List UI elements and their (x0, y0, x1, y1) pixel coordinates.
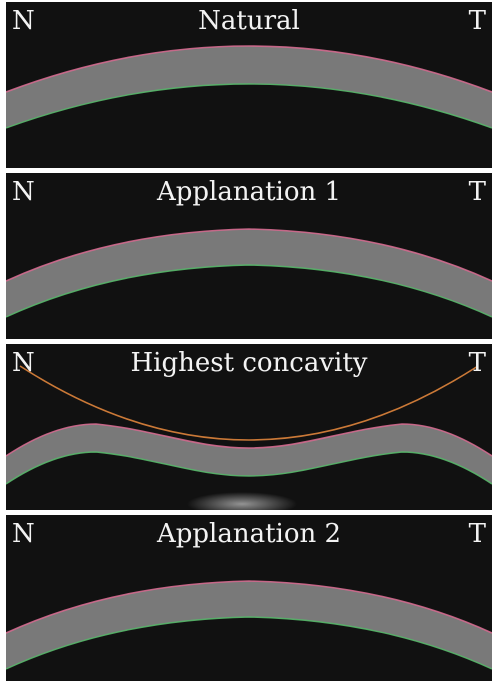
temporal-label: T (468, 177, 486, 207)
cornea-image-applanation-1 (6, 228, 492, 318)
panel-title: Natural (198, 6, 300, 36)
nasal-label: N (12, 519, 35, 549)
figure: N Natural T N Applanation 1 T (6, 2, 492, 683)
nasal-label: N (12, 348, 35, 378)
cornea-image-highest-concavity (6, 365, 492, 510)
panel-applanation-2: N Applanation 2 T (6, 515, 492, 681)
nasal-label: N (12, 177, 35, 207)
panel-natural: N Natural T (6, 2, 492, 168)
panel-title: Highest concavity (130, 348, 368, 378)
cornea-image-natural (6, 45, 492, 129)
temporal-label: T (468, 348, 486, 378)
nasal-label: N (12, 6, 35, 36)
cornea-image-applanation-2 (6, 580, 492, 670)
temporal-label: T (468, 519, 486, 549)
panel-applanation-1: N Applanation 1 T (6, 173, 492, 339)
panel-title: Applanation 1 (156, 177, 342, 207)
panel-title: Applanation 2 (156, 519, 342, 549)
panel-highest-concavity: N Highest concavity T (6, 344, 492, 510)
temporal-label: T (468, 6, 486, 36)
